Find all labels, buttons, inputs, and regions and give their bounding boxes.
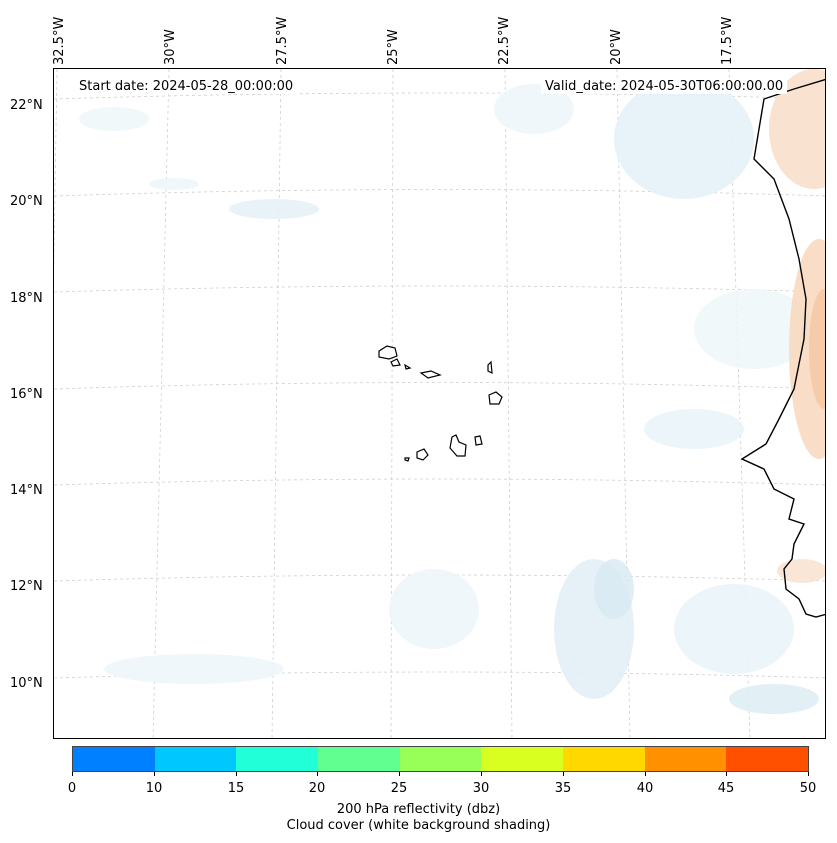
colorbar-tick-label: 10 [145,781,163,796]
colorbar-segment-10-15 [154,747,237,771]
colorbar-tick-label: 25 [390,781,408,796]
colorbar-segment-45-50 [726,747,809,771]
reflectivity-shading [769,69,825,583]
colorbar-segment-0-10 [73,747,155,771]
colorbar-tick-label: 15 [227,781,245,796]
colorbar-segment-15-20 [236,747,319,771]
colorbar-tickmark [563,772,564,776]
colorbar-segment-20-25 [318,747,400,771]
colorbar-tick-label: 35 [554,781,572,796]
colorbar-segment-25-30 [399,747,482,771]
cape-verde-islands [378,345,503,462]
colorbar-segment-40-45 [644,747,727,771]
start-date-label: Start date: 2024-05-28_00:00:00 [75,79,298,94]
lon-label-22-5w: 22.5°W [497,16,512,65]
africa-coastline [740,78,825,618]
colorbar-tickmark [236,772,237,776]
colorbar-tickmark [399,772,400,776]
map-canvas [54,69,825,738]
colorbar-subtitle: Cloud cover (white background shading) [286,818,551,833]
colorbar-tickmark [154,772,155,776]
colorbar-tick-label: 0 [67,781,77,796]
lon-label-20w: 20°W [609,29,624,65]
lon-label-27-5w: 27.5°W [275,16,290,65]
colorbar-tick-label: 40 [636,781,654,796]
colorbar-tickmark [317,772,318,776]
reflectivity-colorbar [72,746,809,772]
lat-label-18n: 18°N [10,291,43,306]
colorbar-title: 200 hPa reflectivity (dbz) [336,802,501,817]
colorbar-segment-35-40 [563,747,645,771]
lat-label-10n: 10°N [10,676,43,691]
cloud-cover-shading [79,79,819,714]
map-panel [53,68,826,739]
lat-label-20n: 20°N [10,194,43,209]
colorbar-tick-label: 45 [717,781,735,796]
colorbar-tick-label: 30 [472,781,490,796]
colorbar-tick-label: 50 [799,781,817,796]
lat-label-12n: 12°N [10,579,43,594]
lat-label-16n: 16°N [10,387,43,402]
lon-label-25w: 25°W [386,29,401,65]
lon-label-32-5w: 32.5°W [52,16,67,65]
valid-date-label: Valid_date: 2024-05-30T06:00:00.00 [541,79,788,94]
colorbar-tick-label: 20 [308,781,326,796]
colorbar-segment-30-35 [481,747,564,771]
colorbar-tickmark [726,772,727,776]
lon-label-17-5w: 17.5°W [720,16,735,65]
colorbar-tickmark [72,772,73,776]
lon-label-30w: 30°W [163,29,178,65]
colorbar-tickmark [808,772,809,776]
colorbar-tickmark [645,772,646,776]
colorbar-tickmark [481,772,482,776]
lat-label-22n: 22°N [10,98,43,113]
lat-label-14n: 14°N [10,483,43,498]
